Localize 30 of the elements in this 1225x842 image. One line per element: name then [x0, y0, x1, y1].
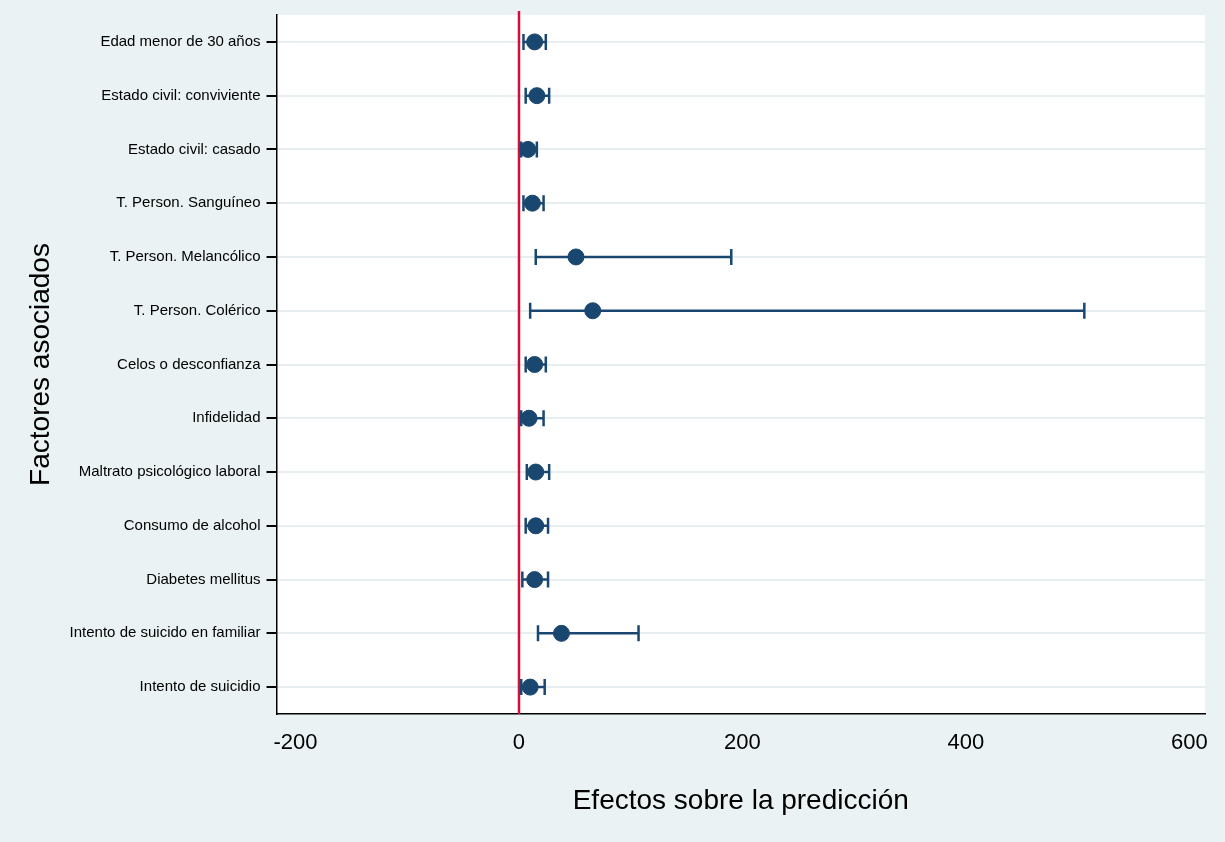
point	[527, 517, 545, 535]
point	[552, 624, 570, 642]
x-tick-label: 200	[724, 729, 761, 755]
y-tick-label: T. Person. Melancólico	[109, 247, 261, 265]
y-tick-label: Consumo de alcohol	[123, 515, 261, 533]
y-tick-label: Estado civil: casado	[127, 139, 261, 157]
y-tick-label: Intento de suicidio	[139, 677, 261, 695]
point	[567, 248, 585, 266]
x-tick-label: 0	[512, 729, 526, 755]
point	[520, 409, 538, 427]
y-tick-label: Celos o desconfianza	[117, 354, 262, 372]
x-tick-label: 600	[1171, 729, 1208, 755]
y-tick-label: Intento de suicido en familiar	[69, 623, 261, 641]
y-tick-label: T. Person. Sanguíneo	[116, 193, 261, 211]
x-tick-label: 400	[947, 729, 985, 755]
point	[526, 571, 544, 589]
point	[527, 463, 545, 481]
y-tick-label: T. Person. Colérico	[133, 300, 261, 318]
point	[528, 87, 546, 105]
y-axis-title: Factores asociados	[23, 243, 55, 486]
y-tick-label: Maltrato psicológico laboral	[78, 462, 261, 480]
y-tick-label: Estado civil: conviviente	[101, 85, 261, 103]
point	[584, 302, 602, 320]
y-tick-label: Diabetes mellitus	[146, 569, 261, 587]
point	[526, 356, 544, 373]
y-tick-label: Infidelidad	[192, 408, 261, 426]
point	[521, 678, 539, 696]
y-tick-label: Edad menor de 30 años	[100, 32, 261, 50]
x-tick-label: -200	[273, 729, 318, 755]
x-axis-title: Efectos sobre la predicción	[572, 783, 909, 815]
